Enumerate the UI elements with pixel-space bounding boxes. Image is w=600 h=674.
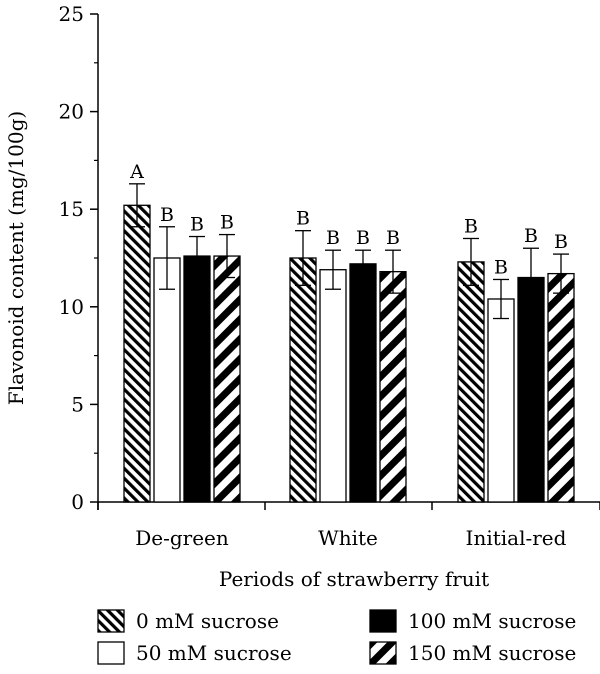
x-axis-label: Periods of strawberry fruit bbox=[219, 567, 489, 591]
legend-label: 150 mM sucrose bbox=[408, 641, 576, 665]
significance-letter: B bbox=[464, 215, 478, 237]
legend-label: 0 mM sucrose bbox=[136, 609, 279, 633]
legend-swatch bbox=[97, 609, 125, 633]
y-tick-label: 10 bbox=[59, 295, 84, 319]
significance-letter: B bbox=[326, 227, 340, 249]
legend-swatch bbox=[369, 609, 397, 633]
legend-item: 0 mM sucrose bbox=[97, 609, 279, 633]
x-tick-label: De-green bbox=[135, 526, 229, 550]
bar bbox=[183, 255, 211, 503]
x-tick-label: White bbox=[318, 526, 378, 550]
significance-letter: A bbox=[129, 161, 144, 183]
significance-letter: B bbox=[524, 225, 538, 247]
x-tick-label: Initial-red bbox=[466, 526, 567, 550]
legend: 0 mM sucrose 100 mM sucrose 50 mM sucrose 1… bbox=[97, 609, 576, 665]
significance-letter: B bbox=[554, 231, 568, 253]
legend-item: 50 mM sucrose bbox=[97, 641, 292, 665]
significance-letter: B bbox=[190, 214, 204, 236]
bar bbox=[289, 257, 317, 503]
axes: 0 5 10 15 20 25 De-green White Initial-red bbox=[59, 2, 600, 550]
bar bbox=[123, 204, 151, 503]
axis-labels: Flavonoid content (mg/100g) Periods of s… bbox=[4, 111, 489, 591]
legend-item: 100 mM sucrose bbox=[369, 609, 576, 633]
bar bbox=[457, 261, 485, 503]
legend-swatch bbox=[97, 641, 125, 665]
legend-swatch bbox=[369, 641, 397, 665]
significance-letter: B bbox=[494, 256, 508, 278]
y-tick-label: 15 bbox=[59, 197, 84, 221]
bar bbox=[517, 276, 545, 503]
y-tick-label: 5 bbox=[71, 392, 84, 416]
legend-item: 150 mM sucrose bbox=[369, 641, 576, 665]
bar bbox=[487, 298, 515, 503]
y-tick-label: 20 bbox=[59, 100, 84, 124]
significance-letter: B bbox=[356, 227, 370, 249]
significance-letter: B bbox=[160, 204, 174, 226]
y-tick-label: 0 bbox=[71, 490, 84, 514]
y-axis-label: Flavonoid content (mg/100g) bbox=[4, 111, 28, 405]
bar bbox=[319, 269, 347, 503]
bar bbox=[213, 255, 241, 503]
bar bbox=[349, 263, 377, 503]
bar bbox=[153, 257, 181, 503]
significance-letter: B bbox=[386, 227, 400, 249]
y-tick-label: 25 bbox=[59, 2, 84, 26]
legend-label: 50 mM sucrose bbox=[136, 641, 292, 665]
bar bbox=[547, 272, 575, 503]
significance-letter: B bbox=[296, 208, 310, 230]
bar bbox=[379, 271, 407, 503]
significance-letter: B bbox=[220, 212, 234, 234]
legend-label: 100 mM sucrose bbox=[408, 609, 576, 633]
